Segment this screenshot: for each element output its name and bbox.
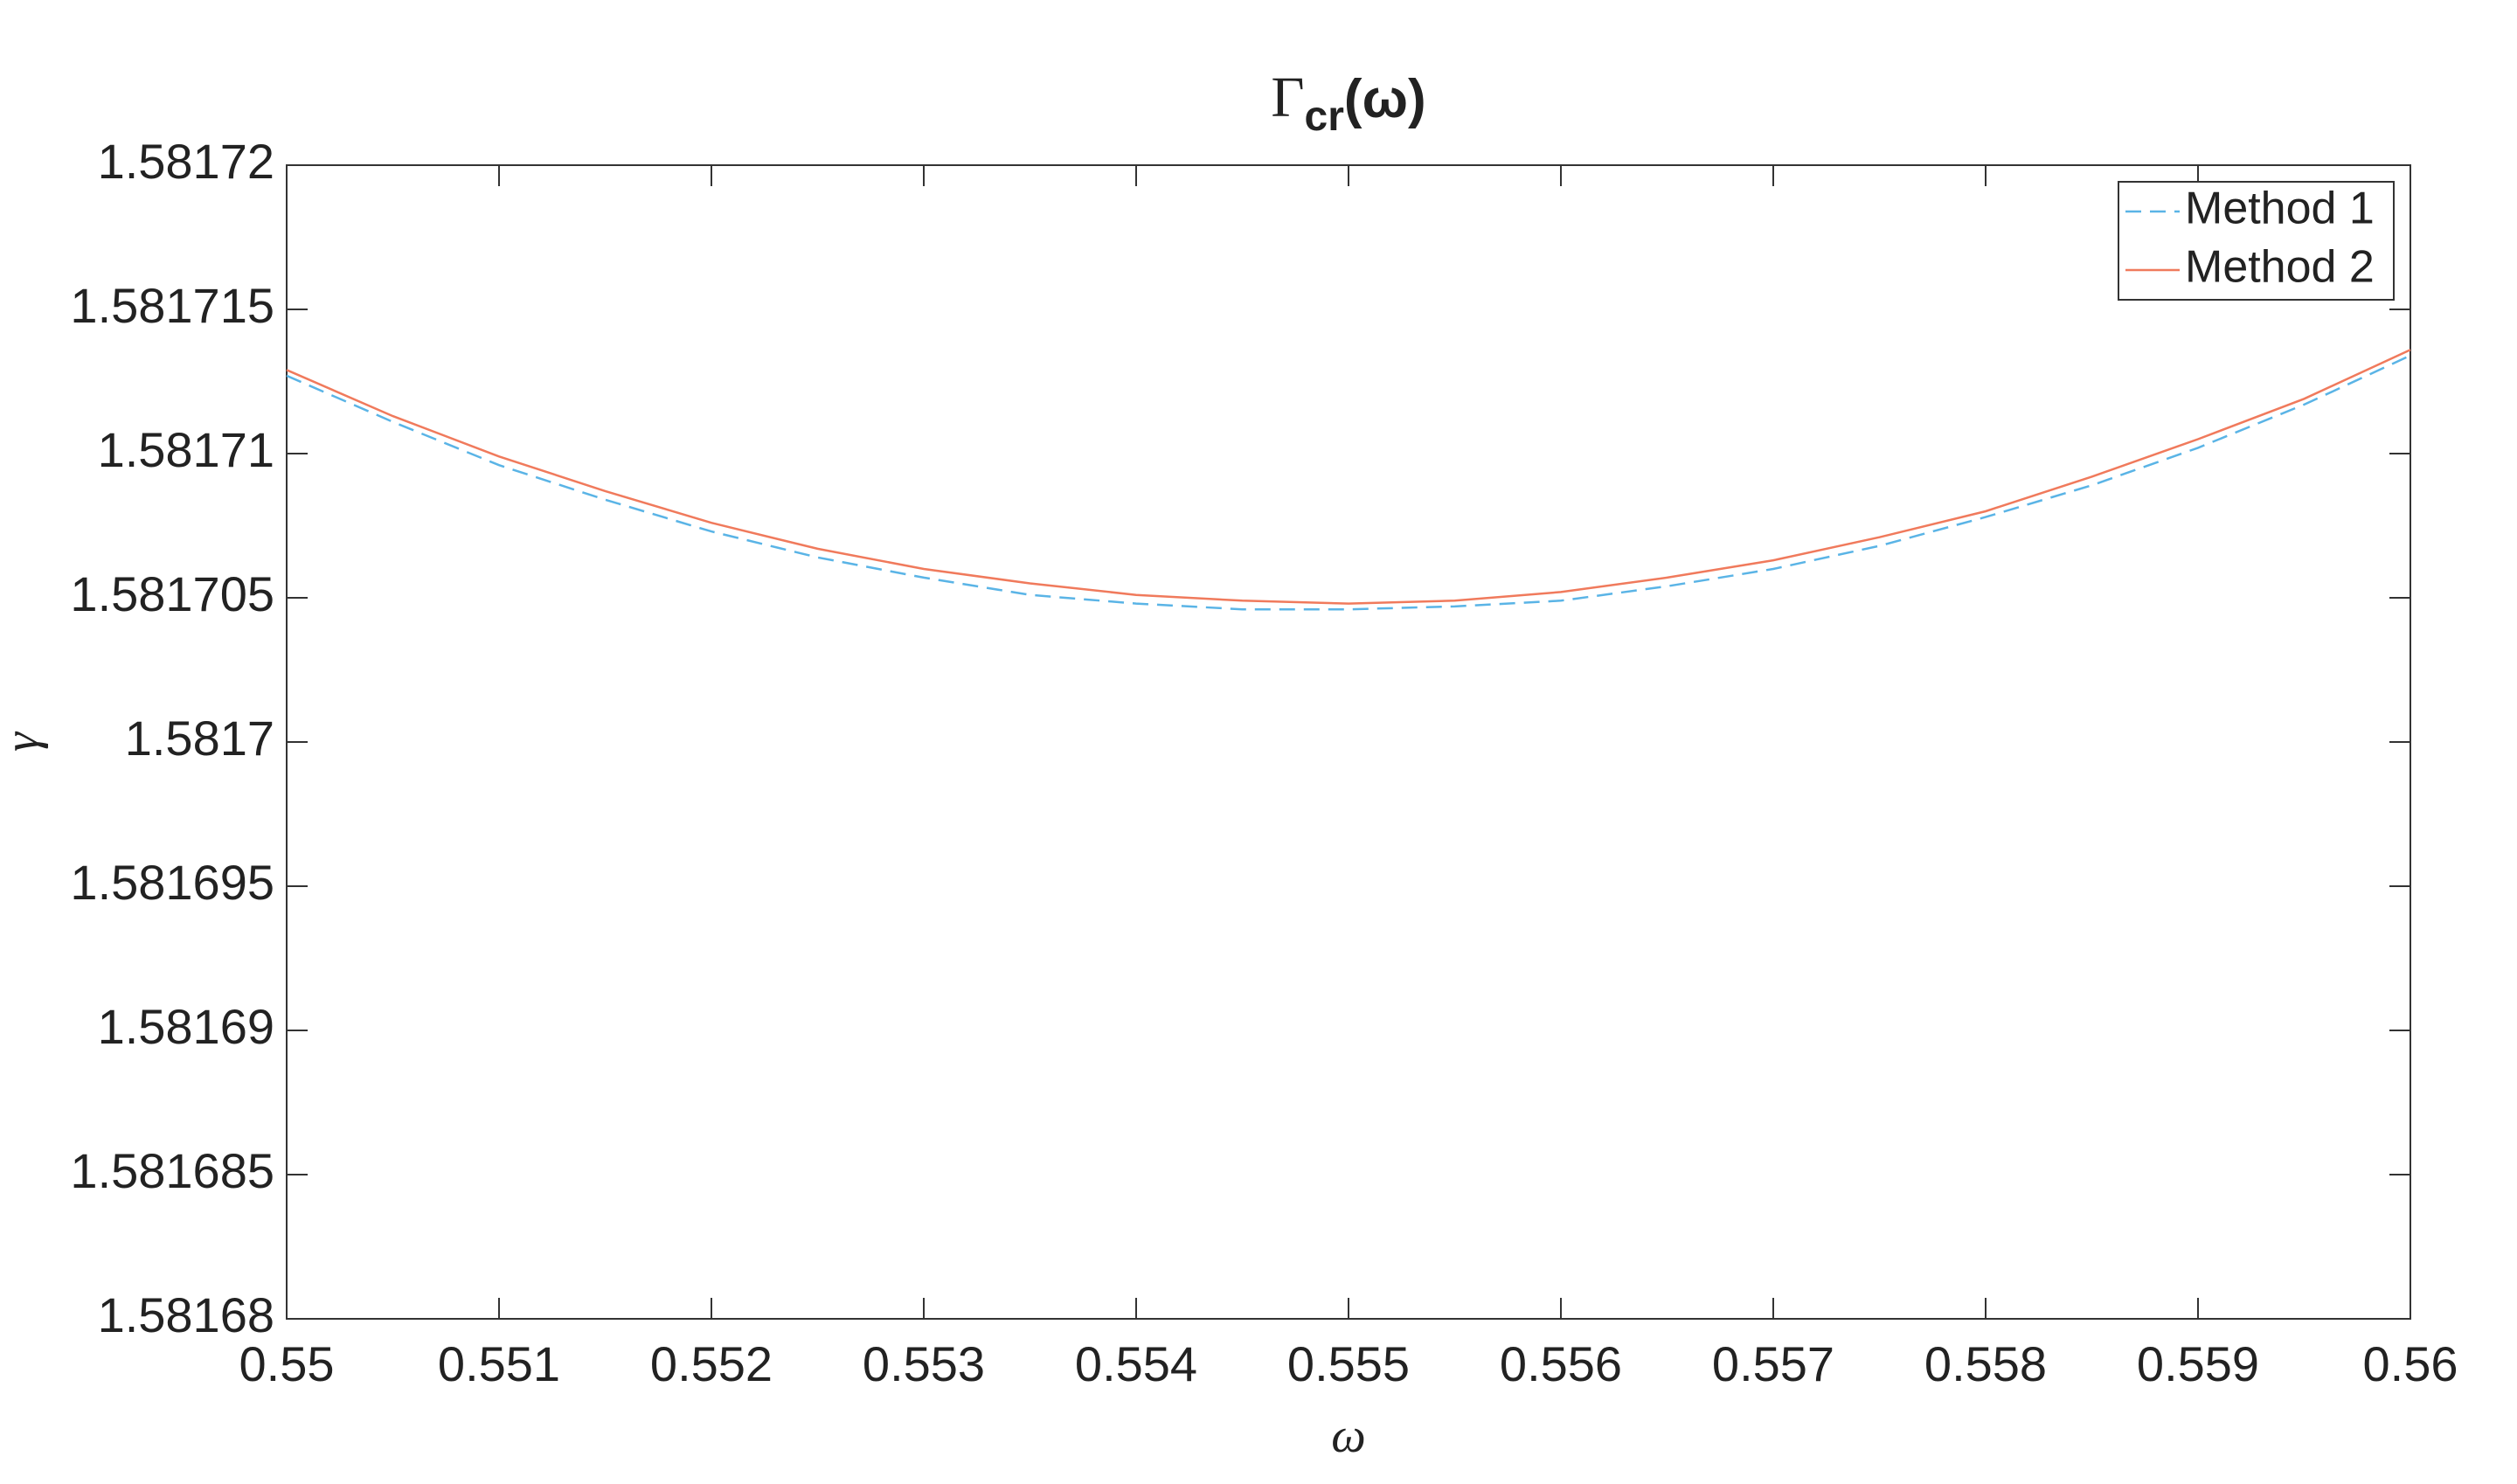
series-line: [286, 354, 2411, 611]
title-part: cr: [1305, 94, 1344, 140]
y-tick-label: 1.58171: [98, 422, 274, 477]
y-tick-label: 1.581695: [70, 855, 274, 910]
chart-title: Γcr(ω): [1271, 66, 1425, 140]
x-tick-label: 0.553: [863, 1336, 985, 1391]
x-tick-label: 0.559: [2137, 1336, 2259, 1391]
x-tick-label: 0.56: [2363, 1336, 2458, 1391]
legend-label: Method 1: [2185, 184, 2375, 234]
x-tick-label: 0.557: [1712, 1336, 1834, 1391]
y-tick-label: 1.58168: [98, 1287, 274, 1342]
title-part: (ω): [1344, 69, 1426, 129]
x-tick-label: 0.554: [1075, 1336, 1197, 1391]
y-tick-label: 1.581705: [70, 566, 274, 621]
x-tick-label: 0.552: [650, 1336, 773, 1391]
x-tick-label: 0.558: [1924, 1336, 2047, 1391]
x-tick-label: 0.555: [1287, 1336, 1410, 1391]
title-part: Γ: [1271, 66, 1304, 129]
y-tick-label: 1.58172: [98, 134, 274, 189]
y-axis-label: γ: [0, 731, 49, 752]
x-tick-label: 0.556: [1500, 1336, 1622, 1391]
legend-label: Method 2: [2185, 242, 2375, 293]
y-tick-label: 1.581715: [70, 278, 274, 333]
plot-area: [286, 164, 2411, 1320]
legend-box: [2118, 181, 2395, 301]
x-axis-label: ω: [1331, 1409, 1366, 1463]
series-line: [286, 349, 2411, 605]
x-tick-label: 0.55: [239, 1336, 335, 1391]
y-tick-label: 1.5817: [125, 711, 274, 766]
y-tick-label: 1.581685: [70, 1143, 274, 1198]
y-tick-label: 1.58169: [98, 999, 274, 1054]
x-tick-label: 0.551: [438, 1336, 560, 1391]
